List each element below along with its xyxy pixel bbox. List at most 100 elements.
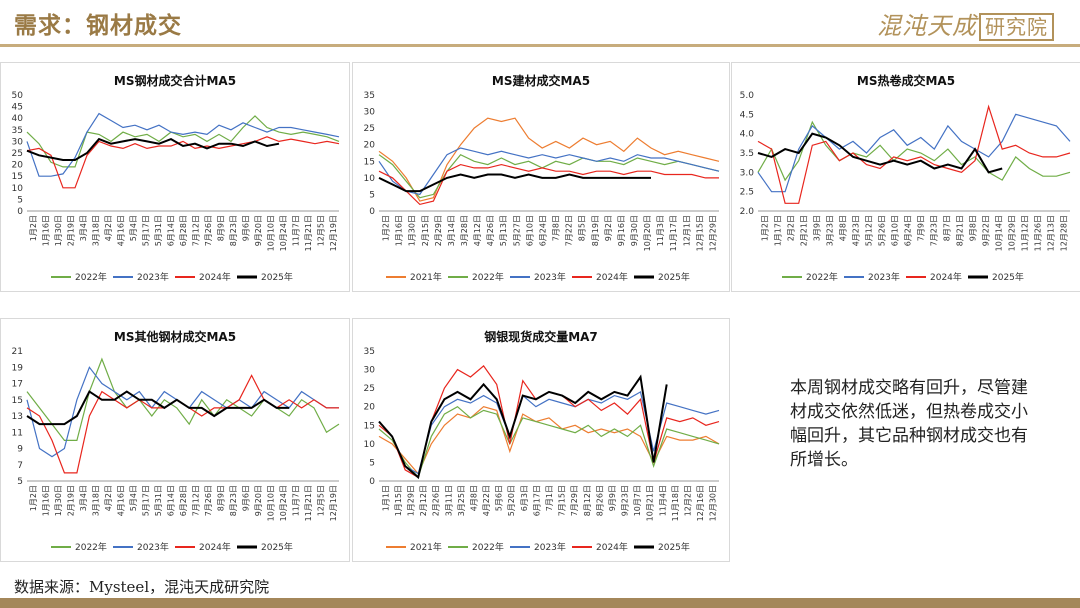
x-tick-label: 12月1日 (682, 215, 691, 246)
x-tick-label: 7月29日 (570, 485, 579, 516)
legend-label: 2024年 (199, 271, 231, 283)
x-tick-label: 2月19日 (67, 215, 76, 246)
y-tick-label: 5 (369, 458, 375, 468)
legend-label: 2023年 (868, 271, 900, 283)
legend-label: 2022年 (472, 271, 504, 283)
chart-title: MS其他钢材成交MA5 (114, 329, 236, 344)
data-source: 数据来源：Mysteel，混沌天成研究院 (14, 578, 270, 596)
x-tick-label: 10月20日 (643, 215, 652, 251)
legend-label: 2024年 (930, 271, 962, 283)
y-tick-label: 0 (17, 207, 23, 217)
x-tick-label: 5月17日 (142, 215, 151, 246)
y-tick-label: 35 (364, 91, 375, 101)
y-tick-label: 5.0 (740, 91, 755, 101)
y-tick-label: 35 (12, 126, 23, 136)
series-line-2023 (26, 112, 340, 177)
legend-label: 2025年 (658, 541, 690, 553)
y-tick-label: 0 (369, 207, 375, 217)
series-line-2024 (757, 104, 1071, 204)
y-tick-label: 10 (364, 174, 376, 184)
x-tick-label: 12月13日 (1047, 215, 1056, 251)
x-tick-label: 6月17日 (532, 485, 541, 516)
x-tick-label: 9月8日 (969, 215, 978, 241)
x-tick-label: 12月16日 (696, 485, 705, 521)
x-tick-label: 9月16日 (617, 215, 626, 246)
x-tick-label: 1月30日 (54, 215, 63, 246)
x-tick-label: 5月26日 (878, 215, 887, 246)
x-tick-label: 9月22日 (982, 215, 991, 246)
x-tick-label: 9月6日 (241, 485, 250, 511)
x-tick-label: 2月15日 (421, 215, 430, 246)
series-line-2022 (26, 115, 340, 168)
x-tick-label: 11月21日 (304, 215, 313, 251)
x-tick-label: 5月20日 (507, 485, 516, 516)
series-line-2024 (26, 136, 340, 189)
y-tick-label: 4.0 (740, 130, 755, 140)
series-line-2024 (26, 374, 339, 474)
x-tick-label: 1月2日 (29, 215, 38, 241)
x-tick-label: 12月5日 (316, 215, 325, 246)
x-tick-label: 11月3日 (656, 215, 665, 246)
x-tick-label: 12月2日 (684, 485, 693, 516)
x-tick-label: 6月24日 (904, 215, 913, 246)
summary-text: 本周钢材成交略有回升，尽管建材成交依然低迷，但热卷成交小幅回升，其它品种钢材成交… (790, 378, 1028, 470)
x-tick-label: 7月12日 (191, 485, 200, 516)
x-tick-label: 10月24日 (279, 485, 288, 521)
x-tick-label: 4月8日 (839, 215, 848, 241)
y-tick-label: 20 (364, 403, 376, 413)
chart-title: MS钢材成交合计MA5 (114, 73, 236, 88)
x-tick-label: 8月19日 (591, 215, 600, 246)
footer-bar (0, 598, 1080, 608)
x-tick-label: 3月18日 (92, 215, 101, 246)
series-line-2025 (26, 390, 290, 426)
y-tick-label: 30 (364, 108, 376, 118)
y-tick-label: 5 (17, 195, 23, 205)
x-tick-label: 10月10日 (266, 215, 275, 251)
chart-construction-svg: MS建材成交MA5 0 5 10 15 20 25 30 35 1月2日 1月16日 1月30日 2月1… (364, 73, 720, 283)
series-line-2021 (378, 117, 720, 202)
legend-label: 2025年 (261, 271, 293, 283)
legend-label: 2023年 (534, 271, 566, 283)
y-tick-label: 9 (17, 445, 23, 455)
x-tick-label: 9月2日 (604, 215, 613, 241)
y-tick-label: 5 (17, 477, 23, 487)
legend-label: 2024年 (596, 271, 628, 283)
y-tick-label: 7 (17, 461, 23, 471)
x-tick-label: 7月26日 (204, 215, 213, 246)
x-tick-label: 4月8日 (469, 485, 478, 511)
chart-construction: MS建材成交MA5 0 5 10 15 20 25 30 35 1月2日 1月16日 1月30日 2月1… (352, 62, 730, 292)
x-tick-label: 3月18日 (92, 485, 101, 516)
y-tick-label: 35 (364, 347, 375, 357)
x-tick-label: 11月18日 (671, 485, 680, 521)
x-tick-label: 9月30日 (630, 215, 639, 246)
x-tick-label: 4月16日 (117, 215, 126, 246)
x-tick-label: 12月19日 (329, 485, 338, 521)
y-tick-label: 30 (364, 366, 376, 376)
x-tick-label: 9月9日 (608, 485, 617, 511)
y-tick-label: 25 (364, 124, 375, 134)
legend-label: 2024年 (199, 541, 231, 553)
x-tick-label: 4月16日 (117, 485, 126, 516)
x-tick-label: 4月22日 (482, 485, 491, 516)
y-tick-label: 15 (364, 421, 375, 431)
x-tick-label: 5月13日 (499, 215, 508, 246)
y-tick-label: 10 (364, 440, 376, 450)
x-tick-label: 11月7日 (291, 485, 300, 516)
x-tick-label: 1月2日 (761, 215, 770, 241)
y-tick-label: 15 (364, 157, 375, 167)
series-line-2024 (378, 163, 719, 206)
chart-bank-svg: 钢银现货成交量MA7 0 5 10 15 20 25 30 35 1月1日 1月15日 1月29日 2月… (364, 329, 720, 553)
x-tick-label: 10月24日 (279, 215, 288, 251)
y-tick-label: 10 (12, 184, 24, 194)
y-tick-label: 13 (12, 412, 23, 422)
x-tick-label: 6月28日 (179, 215, 188, 246)
x-tick-label: 10月21日 (646, 485, 655, 521)
x-tick-label: 4月12日 (473, 215, 482, 246)
series-line-2025 (378, 374, 668, 480)
x-tick-label: 11月7日 (291, 215, 300, 246)
y-tick-label: 3.5 (740, 149, 754, 159)
series-line-2023 (378, 147, 720, 196)
x-tick-label: 1月16日 (42, 215, 51, 246)
x-tick-label: 12月28日 (1060, 215, 1069, 251)
x-tick-label: 5月27日 (512, 215, 521, 246)
